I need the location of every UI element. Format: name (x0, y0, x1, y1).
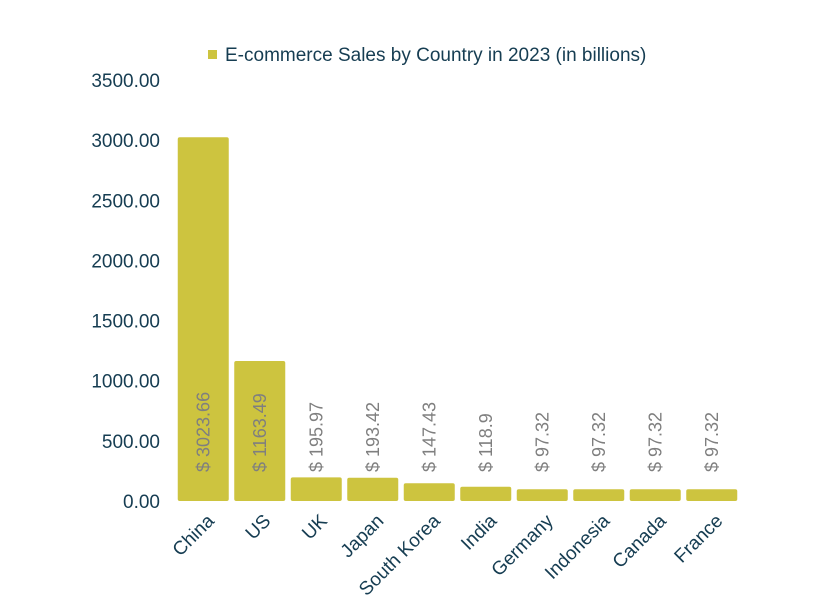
legend-swatch (208, 50, 217, 59)
bar (403, 483, 455, 501)
bar (686, 489, 738, 501)
x-tick-label: Japan (337, 511, 388, 562)
bar (629, 489, 681, 501)
y-tick-label: 2500.00 (91, 191, 160, 212)
x-tick-label: UK (298, 510, 332, 544)
y-tick-label: 3000.00 (91, 131, 160, 152)
bar (573, 489, 625, 501)
data-label: $ 97.32 (702, 412, 722, 472)
y-tick-label: 1500.00 (91, 312, 160, 333)
x-tick-label: China (169, 510, 219, 560)
x-tick-label: Canada (609, 510, 671, 572)
y-tick-label: 1000.00 (91, 372, 160, 393)
data-label: $ 195.97 (306, 402, 326, 472)
bar (290, 477, 342, 501)
data-label: $ 97.32 (589, 412, 609, 472)
y-axis: 0.00 500.00 1000.00 1500.00 2000.00 2500.00 30… (91, 71, 160, 513)
bar (516, 489, 568, 501)
bar (177, 137, 229, 502)
x-tick-label: France (671, 511, 728, 568)
y-tick-label: 2000.00 (91, 251, 160, 272)
bar (234, 361, 286, 501)
data-label: $ 193.42 (363, 402, 383, 472)
data-label: $ 97.32 (532, 412, 552, 472)
data-label: $ 97.32 (645, 412, 665, 472)
bars (177, 137, 738, 502)
x-tick-label: US (242, 511, 276, 545)
data-labels: $ 3023.66 $ 1163.49 $ 195.97 $ 193.42 $ 147.… (193, 392, 722, 472)
data-label: $ 1163.49 (250, 393, 270, 472)
bar (347, 477, 399, 501)
x-tick-label: India (457, 510, 501, 554)
data-label: $ 118.9 (476, 413, 496, 472)
legend-label: E-commerce Sales by Country in 2023 (in … (225, 45, 646, 66)
bar (460, 486, 512, 501)
legend: E-commerce Sales by Country in 2023 (in … (208, 45, 646, 66)
y-tick-label: 3500.00 (91, 71, 160, 92)
data-label: $ 147.43 (419, 402, 439, 472)
y-tick-label: 0.00 (123, 492, 160, 513)
y-tick-label: 500.00 (102, 432, 160, 453)
data-label: $ 3023.66 (193, 392, 213, 472)
